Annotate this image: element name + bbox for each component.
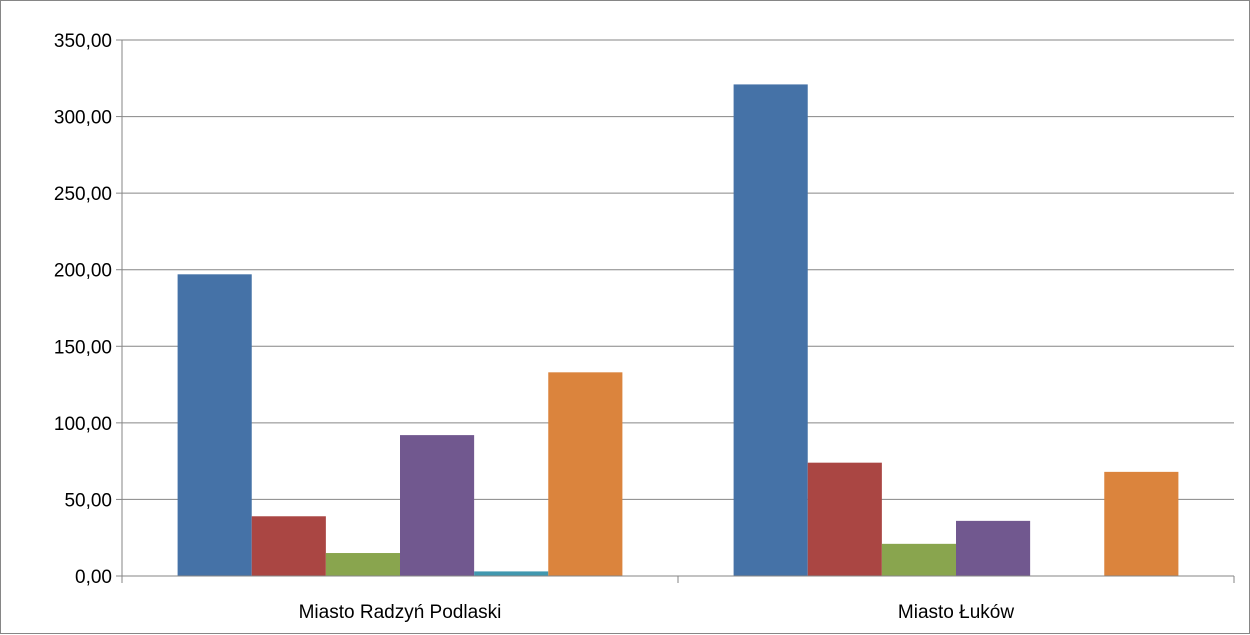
gridlines — [122, 39, 1234, 500]
y-tick-label: 350,00 — [54, 31, 112, 52]
axes — [116, 39, 1235, 583]
bars — [177, 84, 1179, 576]
x-category-label: Miasto Radzyń Podlaski — [299, 602, 502, 623]
y-tick-label: 150,00 — [54, 337, 112, 358]
bar-series-3-cat-1 — [325, 553, 400, 576]
bar-series-4-cat-1 — [400, 435, 475, 576]
y-tick-label: 200,00 — [54, 261, 112, 282]
bar-series-6-cat-1 — [548, 372, 623, 576]
bar-series-6-cat-2 — [1104, 471, 1179, 576]
bar-series-1-cat-2 — [733, 84, 808, 576]
y-tick-label: 0,00 — [75, 567, 112, 588]
x-category-label: Miasto Łuków — [898, 602, 1014, 623]
bar-series-2-cat-1 — [251, 516, 326, 576]
y-tick-label: 250,00 — [54, 184, 112, 205]
labels: 0,00 50,00 100,00 150,00 200,00 250,00 300,00 3… — [54, 31, 1014, 623]
y-tick-label: 50,00 — [64, 490, 112, 511]
bar-series-2-cat-2 — [807, 462, 882, 576]
y-tick-label: 300,00 — [54, 108, 112, 129]
bar-series-3-cat-2 — [881, 543, 956, 576]
bar-series-4-cat-2 — [956, 520, 1031, 576]
bar-series-5-cat-1 — [474, 571, 549, 576]
bar-series-1-cat-1 — [177, 274, 252, 576]
y-tick-label: 100,00 — [54, 414, 112, 435]
